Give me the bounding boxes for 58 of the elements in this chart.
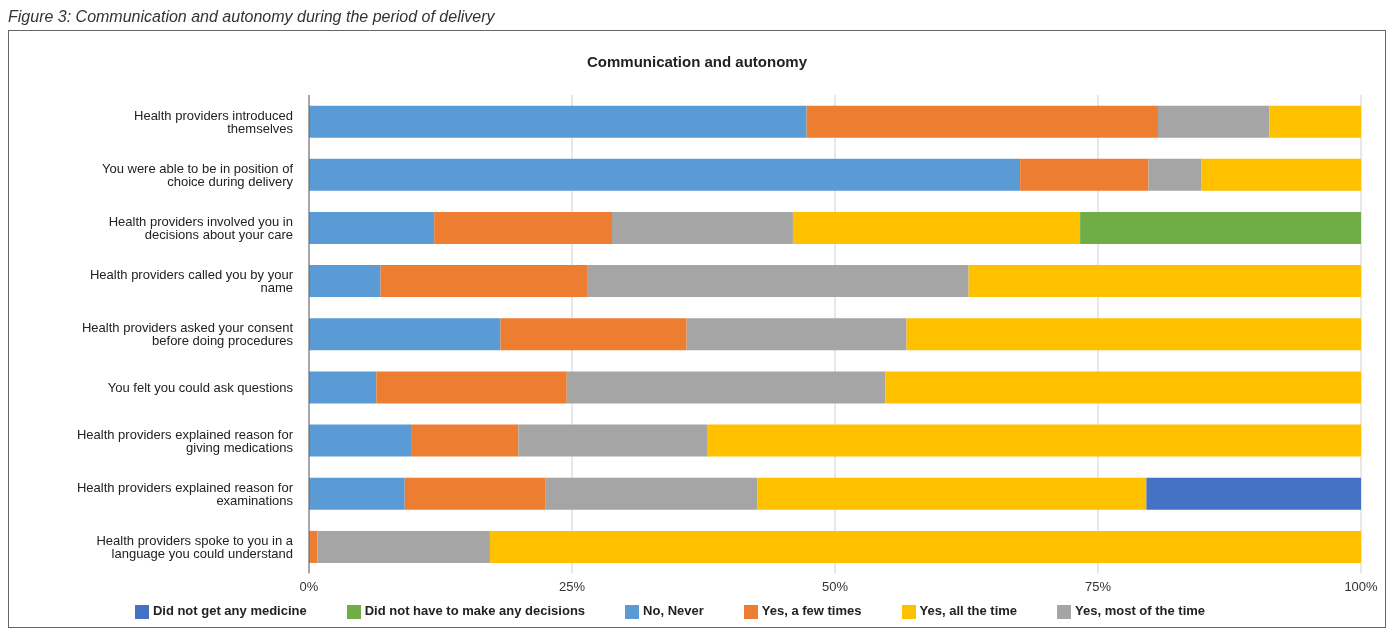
bar [411, 424, 519, 457]
y-tick-label: You were able to be in position of choice during delivery [101, 160, 294, 189]
bar [317, 530, 490, 563]
y-tick-label: Health providers involved you in decisions about your care [108, 214, 293, 243]
y-tick-label: Health providers asked your consent before doing procedures [81, 320, 294, 349]
bar [566, 371, 886, 404]
y-tick-label: Health providers introduced themselves [134, 107, 294, 136]
x-tick-label: 50% [821, 578, 849, 594]
bar [518, 424, 708, 457]
bar [309, 265, 381, 298]
bar [611, 211, 793, 244]
legend-label: No, Never [643, 603, 704, 619]
bar [885, 371, 1361, 404]
bar [686, 318, 907, 351]
bar [434, 211, 612, 244]
y-tick-label: Health providers explained reason for giving medications [76, 426, 294, 455]
bar [1146, 477, 1361, 510]
bar [906, 318, 1361, 351]
bar [309, 158, 1021, 191]
bar [587, 265, 969, 298]
legend-label: Yes, all the time [919, 603, 1018, 619]
bar [309, 211, 435, 244]
bar [1269, 105, 1361, 138]
bar [1020, 158, 1149, 191]
bar [309, 105, 807, 138]
bar [376, 371, 567, 404]
bar [1201, 158, 1361, 191]
bar [1157, 105, 1270, 138]
bar [500, 318, 687, 351]
legend-label: Yes, most of the time [1075, 603, 1206, 619]
legend-label: Did not have to make any decisions [364, 603, 586, 619]
bar [792, 211, 1081, 244]
legend-label: Yes, a few times [761, 603, 862, 619]
y-tick-label: Health providers called you by your name [89, 267, 294, 296]
y-tick-label: You felt you could ask questions [107, 379, 294, 395]
bar [404, 477, 546, 510]
bar [309, 318, 501, 351]
legend-label: Did not get any medicine [152, 603, 307, 619]
bar [309, 477, 405, 510]
bar [489, 530, 1361, 563]
x-tick-label: 100% [1344, 578, 1379, 594]
bar [545, 477, 758, 510]
chart-title: Communication and autonomy [586, 53, 808, 72]
bar [1080, 211, 1361, 244]
bar [757, 477, 1147, 510]
bar [707, 424, 1361, 457]
bar [309, 424, 412, 457]
x-tick-label: 25% [558, 578, 586, 594]
x-tick-label: 0% [299, 578, 319, 594]
x-tick-label: 75% [1084, 578, 1112, 594]
bar [968, 265, 1361, 298]
y-tick-label: Health providers explained reason for examinations [76, 479, 294, 508]
y-tick-label: Health providers spoke to you in a language you could understand [96, 532, 294, 561]
bar [309, 371, 377, 404]
bar [380, 265, 588, 298]
caption: Figure 3: Communication and autonomy during the period of delivery [8, 8, 496, 27]
bar [806, 105, 1158, 138]
bar [1148, 158, 1202, 191]
